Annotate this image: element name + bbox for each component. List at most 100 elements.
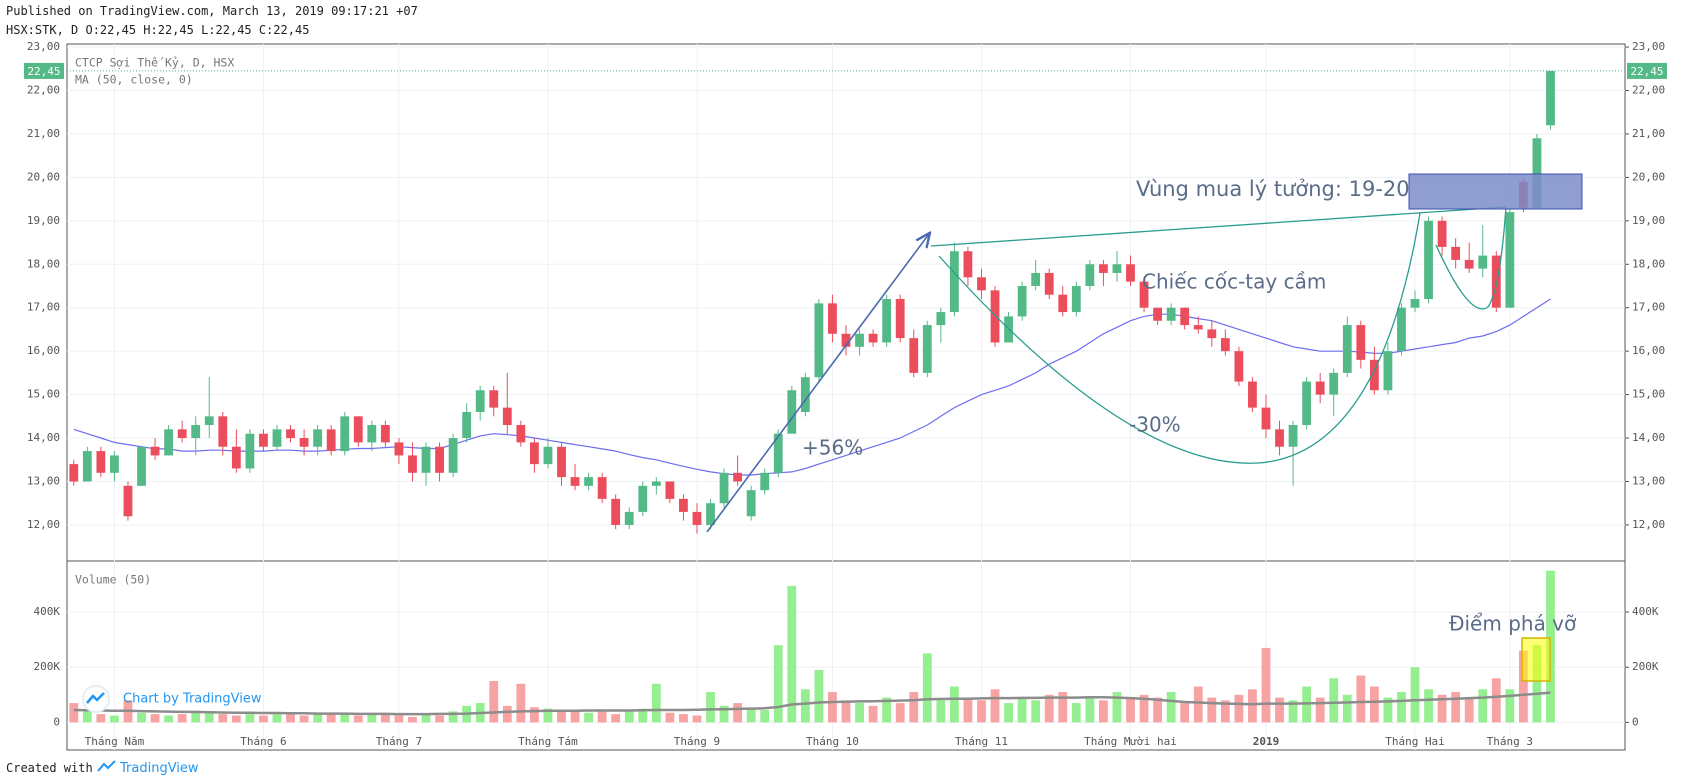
candle-body xyxy=(1017,285,1027,317)
x-tick-label: Tháng 6 xyxy=(240,735,286,748)
volume-bar xyxy=(800,689,810,723)
candle-body xyxy=(313,429,323,447)
y-tick-label-right: 12,00 xyxy=(1632,518,1665,531)
y-tick-label-right: 18,00 xyxy=(1632,257,1665,270)
candle-body xyxy=(1356,325,1366,360)
volume-bar xyxy=(313,714,323,723)
x-tick-label: Tháng 7 xyxy=(376,735,422,748)
candle-body xyxy=(353,416,363,443)
volume-bar xyxy=(177,714,187,723)
y-tick-label: 19,00 xyxy=(27,214,60,227)
volume-bar xyxy=(922,653,932,723)
candle-body xyxy=(448,438,458,473)
volume-bar xyxy=(557,709,566,723)
candle-body xyxy=(1180,307,1190,326)
candle-body xyxy=(191,425,201,439)
volume-bar xyxy=(624,709,634,723)
candle-body xyxy=(651,481,661,486)
candle-body xyxy=(679,498,688,512)
candle-body xyxy=(963,251,973,278)
candle-body xyxy=(1261,407,1271,430)
volume-bar xyxy=(110,715,119,723)
plot-layer: Tháng Năm Tháng 6 Tháng 7 Tháng Tám Tháng 9 T… xyxy=(24,40,1667,750)
y-tick-label-right: 19,00 xyxy=(1632,214,1665,227)
candle-body xyxy=(462,411,472,439)
candle-body xyxy=(286,429,295,439)
candle-body xyxy=(1085,264,1095,286)
x-tick-label: Tháng Năm xyxy=(85,735,145,748)
candle-body xyxy=(692,511,702,525)
volume-bar xyxy=(96,714,106,723)
volume-bar xyxy=(665,712,675,723)
candle-body xyxy=(1153,307,1163,321)
volume-bar xyxy=(1044,694,1054,723)
candle-body xyxy=(529,442,539,465)
symbol-legend: CTCP Sợi Thế Kỷ, D, HSX xyxy=(75,56,234,70)
candle-body xyxy=(231,446,241,469)
volume-bar xyxy=(1424,689,1433,723)
volume-bar xyxy=(1342,694,1352,723)
candle-body xyxy=(218,416,228,447)
rim-line xyxy=(930,206,1507,247)
volume-bar xyxy=(990,689,1000,723)
buy-zone xyxy=(1408,173,1583,210)
candle-body xyxy=(557,446,566,478)
candle-body xyxy=(1505,212,1515,308)
volume-bar xyxy=(435,715,444,723)
y-tick-label-right: 15,00 xyxy=(1632,388,1665,401)
ma-legend: MA (50, close, 0) xyxy=(75,73,193,87)
volume-bar xyxy=(977,700,986,723)
drop-label: -30% xyxy=(1129,413,1181,437)
volume-bar xyxy=(1004,703,1013,723)
y-tick-label: 20,00 xyxy=(27,170,60,183)
candle-body xyxy=(1464,259,1474,269)
x-tick-label: Tháng Mười hai xyxy=(1084,735,1177,748)
y-tick-label: 18,00 xyxy=(27,257,60,270)
volume-bar xyxy=(1126,697,1135,723)
footer-text: Created with xyxy=(6,761,93,775)
cup-curve xyxy=(938,212,1421,464)
volume-bar xyxy=(963,697,973,723)
volume-bar xyxy=(1058,692,1068,723)
candle-body xyxy=(1437,220,1447,247)
volume-bar xyxy=(949,686,959,723)
volume-bar xyxy=(733,703,743,723)
x-tick-label: Tháng 11 xyxy=(955,735,1008,748)
candle-body xyxy=(1220,338,1230,352)
volume-bar xyxy=(706,692,715,723)
volume-ma-line xyxy=(73,691,1551,716)
volume-bar xyxy=(543,708,553,723)
watermark-text: Chart by TradingView xyxy=(123,692,262,707)
footer-brand: TradingView xyxy=(119,761,199,776)
y-tick-label-right: 17,00 xyxy=(1632,301,1665,314)
candle-body xyxy=(936,312,946,326)
candle-body xyxy=(259,433,268,447)
candle-body xyxy=(855,333,864,347)
candle-body xyxy=(204,416,214,426)
volume-bar xyxy=(1397,692,1406,723)
volume-bar xyxy=(855,703,864,723)
pattern-label: Chiếc cốc-tay cầm xyxy=(1142,270,1326,294)
candle-body xyxy=(1112,264,1122,273)
y-tick-label: 13,00 xyxy=(27,474,60,487)
gain-label: +56% xyxy=(802,436,863,460)
candle-body xyxy=(828,303,837,334)
candle-body xyxy=(245,433,255,469)
candle-body xyxy=(435,446,444,473)
y-tick-label-right: 13,00 xyxy=(1632,474,1665,487)
volume-bar xyxy=(69,703,79,723)
volume-bar xyxy=(1085,697,1095,723)
candle-body xyxy=(1329,372,1339,395)
volume-bar xyxy=(245,714,255,723)
volume-bar xyxy=(828,692,837,723)
volume-bar xyxy=(421,714,431,723)
chart-frame xyxy=(66,43,1626,751)
candle-body xyxy=(1193,325,1203,330)
volume-bar xyxy=(570,711,580,723)
volume-bar xyxy=(1193,686,1203,723)
candle-body xyxy=(516,425,526,443)
volume-bar xyxy=(746,708,756,723)
volume-bar xyxy=(1017,697,1027,723)
candle-body xyxy=(1288,425,1298,447)
candle-body xyxy=(1369,359,1379,391)
